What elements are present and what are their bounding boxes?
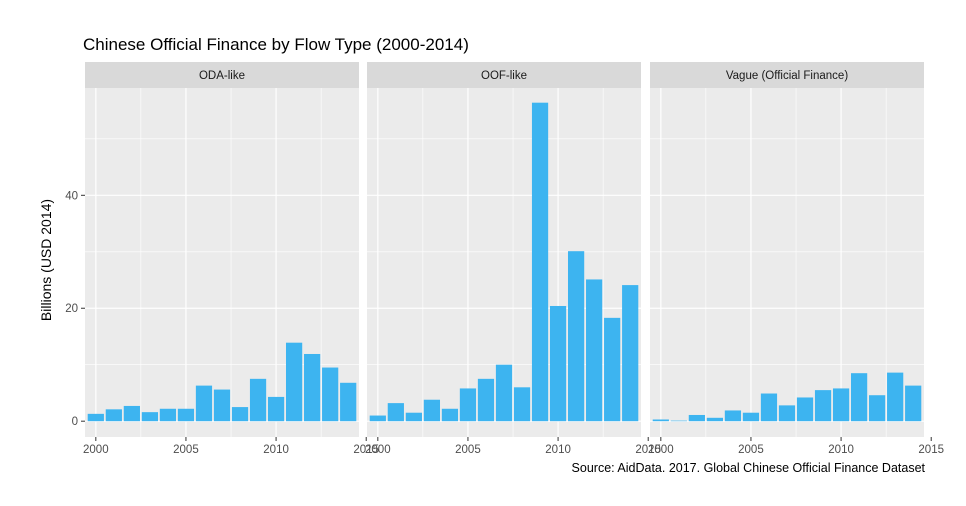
facet-panel-2: Vague (Official Finance) 2000 2005 2010 2015 — [648, 62, 944, 456]
facet-strip — [367, 62, 641, 88]
bar-2008 — [796, 397, 814, 422]
bar-2007 — [778, 405, 796, 422]
x-tick-label: 2005 — [738, 444, 764, 456]
bar-2000 — [369, 415, 386, 422]
bar-2003 — [423, 399, 441, 422]
facet-strip — [85, 62, 359, 88]
bar-2014 — [905, 385, 922, 422]
y-axis: 0 20 40 — [65, 190, 85, 428]
bar-2002 — [123, 405, 140, 422]
bar-2001 — [105, 409, 122, 422]
source-caption: Source: AidData. 2017. Global Chinese Of… — [572, 461, 926, 475]
bar-2009 — [249, 378, 267, 422]
bar-2003 — [141, 412, 159, 422]
bar-2009 — [814, 390, 832, 422]
x-tick-label: 2010 — [828, 444, 854, 456]
x-tick-label: 2000 — [83, 444, 109, 456]
bar-2004 — [441, 408, 459, 422]
bar-2004 — [159, 408, 177, 422]
bar-2004 — [724, 410, 742, 422]
x-tick-label: 2005 — [455, 444, 481, 456]
y-tick-label: 20 — [65, 303, 78, 315]
bar-2001 — [670, 420, 687, 422]
facet-strip-label: ODA-like — [199, 70, 245, 82]
bar-2006 — [760, 393, 778, 422]
bar-2012 — [586, 279, 603, 422]
bar-2013 — [887, 372, 904, 422]
facet-strip-label: OOF-like — [481, 70, 527, 82]
bar-2008 — [231, 407, 249, 422]
bar-2006 — [477, 378, 495, 422]
x-tick-label: 2010 — [545, 444, 571, 456]
bar-2010 — [832, 388, 850, 422]
bar-2011 — [850, 373, 868, 422]
x-tick-label: 2015 — [353, 444, 379, 456]
facet-strip-label: Vague (Official Finance) — [726, 70, 848, 82]
bar-2005 — [742, 412, 760, 422]
bar-2008 — [513, 387, 531, 422]
bar-2014 — [622, 285, 639, 422]
bar-2007 — [495, 364, 513, 422]
x-tick-label: 2015 — [635, 444, 661, 456]
panel-background — [650, 88, 924, 437]
facet-panel-1: OOF-like 2000 2005 2010 2015 — [365, 62, 661, 456]
bar-2010 — [549, 305, 567, 422]
bar-2000 — [87, 413, 104, 422]
bar-2012 — [869, 395, 886, 422]
bar-2011 — [567, 251, 585, 422]
x-tick-label: 2000 — [365, 444, 391, 456]
y-tick-label: 0 — [72, 416, 78, 428]
bar-2014 — [340, 382, 357, 422]
bar-2011 — [285, 342, 303, 422]
bar-2010 — [267, 396, 285, 422]
bar-2000 — [652, 419, 669, 422]
facet-strip — [650, 62, 924, 88]
y-axis-title: Billions (USD 2014) — [38, 199, 54, 321]
bar-2002 — [405, 412, 422, 422]
facet-panel-0: ODA-like 2000 2005 2010 2015 — [83, 62, 379, 456]
x-tick-label: 2000 — [648, 444, 674, 456]
bar-2006 — [195, 385, 213, 422]
bar-2013 — [322, 367, 339, 422]
bar-2013 — [604, 317, 621, 422]
bar-2002 — [688, 414, 705, 422]
bar-2001 — [387, 403, 404, 422]
chart-title: Chinese Official Finance by Flow Type (2… — [83, 35, 469, 54]
x-tick-label: 2005 — [173, 444, 199, 456]
bar-2007 — [213, 389, 231, 422]
bar-2005 — [459, 388, 477, 422]
x-tick-label: 2010 — [263, 444, 289, 456]
x-tick-label: 2015 — [918, 444, 944, 456]
facet-panels: ODA-like 2000 2005 2010 2015 OOF-like 2000 2005… — [83, 62, 944, 456]
bar-2012 — [304, 353, 321, 422]
bar-2005 — [177, 408, 195, 422]
y-tick-label: 40 — [65, 190, 78, 202]
bar-2003 — [706, 417, 724, 422]
bar-2009 — [531, 102, 549, 422]
